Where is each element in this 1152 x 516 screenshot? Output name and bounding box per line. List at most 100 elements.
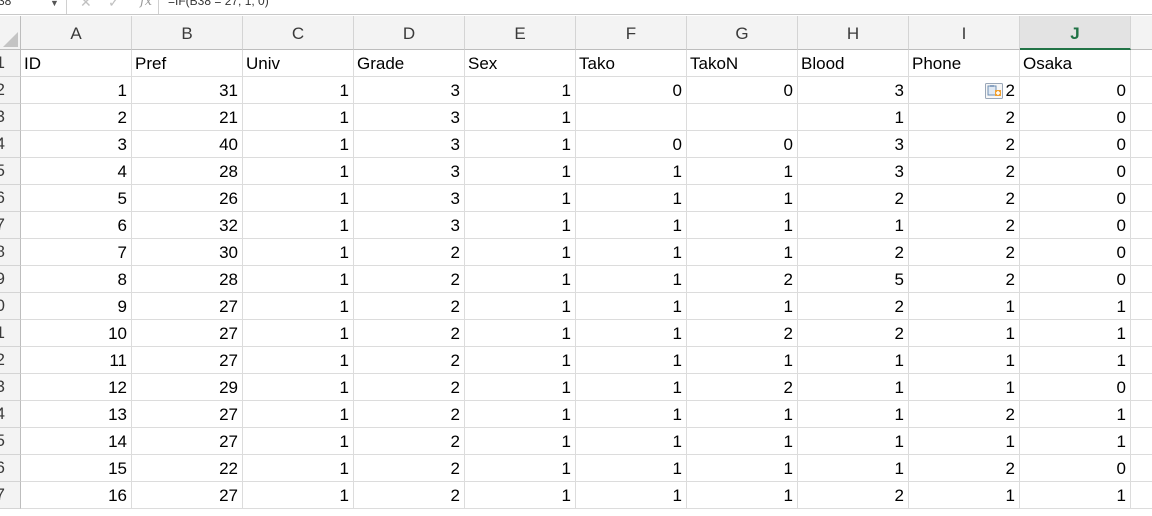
table-cell[interactable]: 1 bbox=[243, 428, 354, 455]
table-cell[interactable] bbox=[1131, 401, 1152, 428]
table-cell[interactable]: 0 bbox=[687, 131, 798, 158]
table-cell[interactable]: 1 bbox=[243, 266, 354, 293]
row-header[interactable]: 6 bbox=[0, 185, 21, 212]
table-cell[interactable]: 2 bbox=[909, 455, 1020, 482]
fx-icon[interactable]: fx bbox=[140, 0, 153, 9]
table-cell[interactable]: 2 bbox=[798, 239, 909, 266]
table-cell[interactable]: 0 bbox=[1020, 239, 1131, 266]
table-cell[interactable]: 27 bbox=[132, 401, 243, 428]
table-cell[interactable]: 1 bbox=[576, 158, 687, 185]
table-cell[interactable]: 22 bbox=[132, 455, 243, 482]
check-icon[interactable]: ✓ bbox=[108, 0, 120, 10]
table-cell[interactable]: 1 bbox=[687, 158, 798, 185]
table-cell[interactable]: 1 bbox=[465, 131, 576, 158]
table-cell[interactable]: 32 bbox=[132, 212, 243, 239]
table-cell[interactable]: 27 bbox=[132, 428, 243, 455]
column-header-e[interactable]: E bbox=[465, 16, 576, 50]
table-cell[interactable]: 31 bbox=[132, 77, 243, 104]
table-cell[interactable]: 1 bbox=[687, 239, 798, 266]
table-cell[interactable]: 1 bbox=[798, 455, 909, 482]
table-cell[interactable]: 1 bbox=[465, 374, 576, 401]
table-cell[interactable]: 1 bbox=[687, 347, 798, 374]
table-cell[interactable]: 1 bbox=[576, 374, 687, 401]
table-cell[interactable] bbox=[1131, 212, 1152, 239]
table-cell[interactable]: 1 bbox=[465, 158, 576, 185]
table-cell[interactable]: 3 bbox=[798, 158, 909, 185]
table-cell[interactable]: 3 bbox=[354, 104, 465, 131]
header-cell-d[interactable]: Grade bbox=[354, 50, 465, 77]
table-cell[interactable]: 1 bbox=[576, 185, 687, 212]
row-header[interactable]: 10 bbox=[0, 293, 21, 320]
table-cell[interactable]: 2 bbox=[354, 455, 465, 482]
table-cell[interactable] bbox=[1131, 131, 1152, 158]
table-cell[interactable]: 1 bbox=[798, 212, 909, 239]
table-cell[interactable]: 2 bbox=[909, 401, 1020, 428]
table-cell[interactable]: 2 bbox=[687, 374, 798, 401]
chevron-down-icon[interactable]: ▼ bbox=[50, 0, 59, 8]
table-cell[interactable]: 2 bbox=[354, 293, 465, 320]
table-cell[interactable]: 1 bbox=[243, 77, 354, 104]
table-cell[interactable]: 1 bbox=[576, 401, 687, 428]
table-cell[interactable]: 1 bbox=[243, 347, 354, 374]
row-header[interactable]: 4 bbox=[0, 131, 21, 158]
row-header[interactable]: 7 bbox=[0, 212, 21, 239]
row-header[interactable]: 14 bbox=[0, 401, 21, 428]
table-cell[interactable]: 1 bbox=[1020, 482, 1131, 509]
table-cell[interactable]: 1 bbox=[243, 455, 354, 482]
table-cell[interactable]: 2 bbox=[909, 158, 1020, 185]
row-header[interactable]: 1 bbox=[0, 50, 21, 77]
table-cell[interactable]: 28 bbox=[132, 266, 243, 293]
table-cell[interactable]: 2 bbox=[909, 77, 1020, 104]
column-header-k[interactable] bbox=[1131, 16, 1152, 50]
table-cell[interactable]: 1 bbox=[243, 401, 354, 428]
header-cell-h[interactable]: Blood bbox=[798, 50, 909, 77]
table-cell[interactable]: 1 bbox=[465, 401, 576, 428]
table-cell[interactable] bbox=[687, 104, 798, 131]
table-cell[interactable]: 2 bbox=[909, 104, 1020, 131]
row-header[interactable]: 5 bbox=[0, 158, 21, 185]
table-cell[interactable] bbox=[576, 104, 687, 131]
table-cell[interactable]: 15 bbox=[21, 455, 132, 482]
table-cell[interactable]: 1 bbox=[465, 455, 576, 482]
table-cell[interactable]: 1 bbox=[243, 158, 354, 185]
table-cell[interactable]: 0 bbox=[1020, 374, 1131, 401]
table-cell[interactable]: 3 bbox=[354, 158, 465, 185]
table-cell[interactable]: 5 bbox=[798, 266, 909, 293]
table-cell[interactable]: 3 bbox=[354, 77, 465, 104]
table-cell[interactable]: 1 bbox=[243, 320, 354, 347]
column-header-h[interactable]: H bbox=[798, 16, 909, 50]
table-cell[interactable]: 3 bbox=[354, 131, 465, 158]
table-cell[interactable]: 3 bbox=[798, 131, 909, 158]
table-cell[interactable]: 0 bbox=[1020, 104, 1131, 131]
table-cell[interactable]: 1 bbox=[909, 320, 1020, 347]
column-header-a[interactable]: A bbox=[21, 16, 132, 50]
table-cell[interactable]: 1 bbox=[798, 428, 909, 455]
table-cell[interactable]: 2 bbox=[354, 428, 465, 455]
column-header-d[interactable]: D bbox=[354, 16, 465, 50]
table-cell[interactable]: 1 bbox=[465, 293, 576, 320]
table-cell[interactable] bbox=[1131, 104, 1152, 131]
table-cell[interactable]: 2 bbox=[687, 266, 798, 293]
table-cell[interactable]: 0 bbox=[1020, 158, 1131, 185]
header-cell-a[interactable]: ID bbox=[21, 50, 132, 77]
table-cell[interactable]: 0 bbox=[1020, 212, 1131, 239]
row-header[interactable]: 11 bbox=[0, 320, 21, 347]
table-cell[interactable]: 1 bbox=[798, 374, 909, 401]
table-cell[interactable]: 1 bbox=[1020, 428, 1131, 455]
header-cell-g[interactable]: TakoN bbox=[687, 50, 798, 77]
table-cell[interactable]: 1 bbox=[687, 212, 798, 239]
table-cell[interactable]: 3 bbox=[21, 131, 132, 158]
table-cell[interactable]: 2 bbox=[21, 104, 132, 131]
column-header-f[interactable]: F bbox=[576, 16, 687, 50]
header-cell-i[interactable]: Phone bbox=[909, 50, 1020, 77]
table-cell[interactable]: 1 bbox=[465, 347, 576, 374]
formula-input[interactable]: =IF(B38 = 27, 1, 0) bbox=[168, 0, 269, 8]
table-cell[interactable]: 2 bbox=[687, 320, 798, 347]
table-cell[interactable] bbox=[1131, 347, 1152, 374]
table-cell[interactable]: 0 bbox=[1020, 77, 1131, 104]
table-cell[interactable]: 2 bbox=[909, 212, 1020, 239]
table-cell[interactable]: 6 bbox=[21, 212, 132, 239]
table-cell[interactable]: 2 bbox=[909, 266, 1020, 293]
table-cell[interactable]: 0 bbox=[1020, 455, 1131, 482]
row-header[interactable]: 16 bbox=[0, 455, 21, 482]
